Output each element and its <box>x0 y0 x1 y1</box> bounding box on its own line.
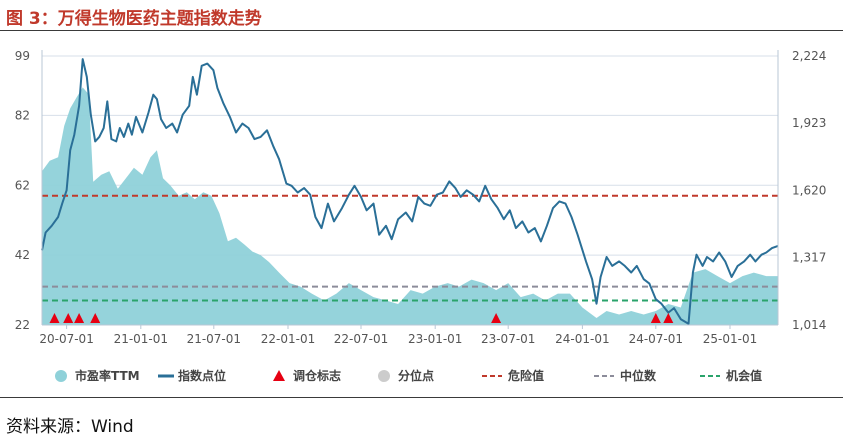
pe-area-series <box>42 87 778 326</box>
legend-item: 机会值 <box>700 368 762 383</box>
legend-item: 指数点位 <box>158 368 226 383</box>
right-tick-label: 1,317 <box>792 251 826 265</box>
right-tick-label: 1,620 <box>792 183 826 197</box>
legend-label: 中位数 <box>620 368 657 383</box>
right-tick-label: 1,014 <box>792 318 826 332</box>
x-tick-label: 22-01-01 <box>261 332 315 346</box>
x-tick-label: 24-01-01 <box>555 332 609 346</box>
right-tick-label: 2,224 <box>792 49 826 63</box>
legend-label: 危险值 <box>507 368 544 383</box>
x-tick-label: 20-07-01 <box>39 332 93 346</box>
pe-index-chart: 22 42 62 82 99 1,014 1,317 1,620 1,923 2,224 20-07… <box>15 49 827 383</box>
legend-triangle <box>273 370 285 381</box>
legend-label: 调仓标志 <box>293 368 341 383</box>
index-line-series <box>41 58 779 325</box>
rebalance-marker <box>63 313 74 323</box>
legend-label: 机会值 <box>726 368 762 383</box>
legend-item: 调仓标志 <box>273 368 341 383</box>
x-tick-label: 25-01-01 <box>703 332 757 346</box>
x-tick-label: 24-07-01 <box>629 332 683 346</box>
rebalance-marker <box>663 313 674 323</box>
left-tick-label: 42 <box>15 248 30 262</box>
legend-label: 市盈率TTM <box>75 368 140 383</box>
left-tick-label: 22 <box>15 318 30 332</box>
x-tick-label: 22-07-01 <box>334 332 388 346</box>
left-tick-label: 99 <box>15 49 30 63</box>
top-rule <box>0 30 843 31</box>
bottom-rule <box>0 397 843 398</box>
index-line <box>41 58 779 325</box>
left-tick-label: 82 <box>15 108 30 122</box>
source-note: 资料来源：Wind <box>6 417 134 437</box>
x-tick-label: 23-01-01 <box>408 332 462 346</box>
legend: 市盈率TTM 指数点位 调仓标志 分位点 危险值 中位数 机会值 <box>55 368 762 383</box>
legend-dot <box>55 370 67 382</box>
rebalance-marker <box>650 313 661 323</box>
x-tick-label: 23-07-01 <box>481 332 535 346</box>
legend-item: 市盈率TTM <box>55 368 140 383</box>
rebalance-markers <box>49 313 674 323</box>
legend-label: 分位点 <box>398 368 434 383</box>
x-tick-label: 21-07-01 <box>187 332 241 346</box>
left-tick-label: 62 <box>15 178 30 192</box>
legend-item: 危险值 <box>482 368 544 383</box>
legend-item: 分位点 <box>378 368 434 383</box>
x-tick-label: 21-01-01 <box>114 332 168 346</box>
page-title: 图 3：万得生物医药主题指数走势 <box>6 9 262 29</box>
rebalance-marker <box>74 313 85 323</box>
rebalance-marker <box>49 313 60 323</box>
legend-item: 中位数 <box>594 368 657 383</box>
legend-dot <box>378 370 390 382</box>
legend-label: 指数点位 <box>178 368 226 383</box>
rebalance-marker <box>491 313 502 323</box>
rebalance-marker <box>90 313 101 323</box>
pe-area <box>42 87 778 326</box>
right-tick-label: 1,923 <box>792 116 826 130</box>
reference-lines <box>42 194 778 302</box>
axes: 22 42 62 82 99 1,014 1,317 1,620 1,923 2,224 20-07… <box>15 49 827 346</box>
